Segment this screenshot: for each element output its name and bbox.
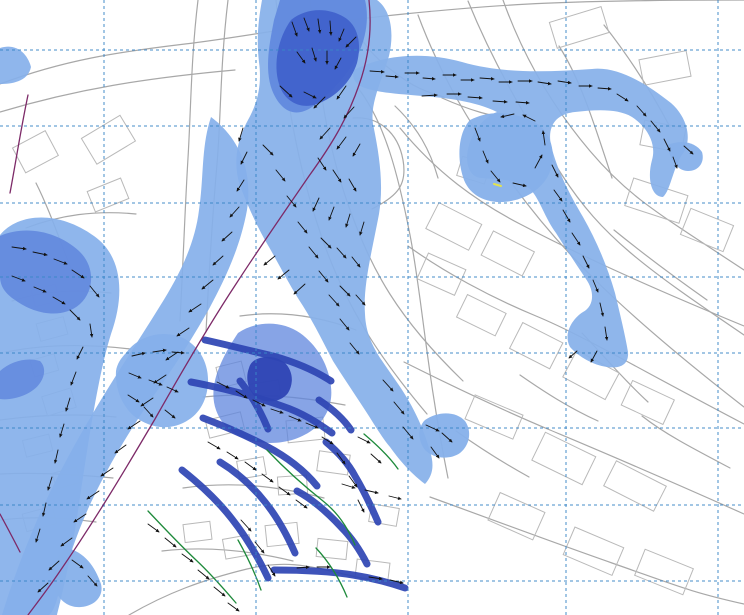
flood-zone-east-loop bbox=[459, 113, 553, 203]
arrow-cluster-west bbox=[11, 246, 100, 543]
flood-zone-south-west-blocks bbox=[115, 333, 209, 428]
flood-extent bbox=[0, 0, 703, 615]
flood-zone-central-north bbox=[236, 0, 433, 484]
flow-arrows bbox=[11, 17, 694, 612]
flood-depth-medium-west bbox=[0, 230, 92, 314]
flood-zone-bottom-strip bbox=[52, 548, 102, 608]
flood-depth-deep-patch bbox=[247, 356, 292, 402]
arrow-cluster-east-corridor bbox=[369, 69, 694, 169]
arrow-cluster-southwest bbox=[127, 348, 185, 419]
flood-zone-west-vertical bbox=[0, 217, 120, 615]
arrow-cluster-bottom bbox=[71, 523, 240, 612]
arrow-cluster-south-blocks bbox=[207, 381, 404, 585]
flood-depth-medium-west-lower bbox=[0, 359, 45, 400]
arrow-cluster-east-loop bbox=[474, 113, 609, 363]
yellow-marker bbox=[493, 183, 502, 187]
arrow-cluster-central-diagonal bbox=[37, 127, 360, 593]
flood-zone-north-west bbox=[0, 46, 31, 84]
waterway-network bbox=[178, 336, 409, 592]
flood-zone-upper-arc bbox=[353, 55, 688, 368]
arrow-cluster-north bbox=[279, 17, 357, 119]
arrow-cluster-southeast bbox=[341, 379, 453, 501]
arrow-cluster-central-mesh bbox=[263, 127, 366, 306]
green-drainage-lines bbox=[147, 433, 399, 604]
railway-lines bbox=[0, 0, 371, 615]
